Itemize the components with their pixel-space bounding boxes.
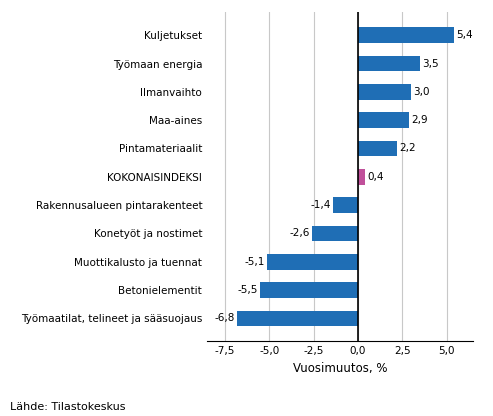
Text: 0,4: 0,4 (367, 172, 384, 182)
Text: 2,9: 2,9 (412, 115, 428, 125)
Bar (358, 141, 397, 156)
Bar (358, 169, 365, 185)
Text: -5,1: -5,1 (245, 257, 265, 267)
Text: -5,5: -5,5 (238, 285, 258, 295)
Bar (312, 225, 358, 241)
Bar (333, 197, 358, 213)
Bar (358, 84, 411, 99)
Bar (358, 27, 454, 43)
Text: -1,4: -1,4 (311, 200, 331, 210)
Text: -6,8: -6,8 (215, 313, 235, 323)
Bar (237, 311, 358, 326)
Text: Lähde: Tilastokeskus: Lähde: Tilastokeskus (10, 402, 125, 412)
Bar (358, 112, 409, 128)
Text: -2,6: -2,6 (289, 228, 310, 238)
Bar (260, 282, 358, 298)
Bar (358, 56, 420, 71)
X-axis label: Vuosimuutos, %: Vuosimuutos, % (293, 362, 387, 374)
Bar (267, 254, 358, 270)
Text: 3,5: 3,5 (422, 59, 439, 69)
Text: 3,0: 3,0 (413, 87, 430, 97)
Text: 2,2: 2,2 (399, 144, 416, 154)
Text: 5,4: 5,4 (456, 30, 472, 40)
